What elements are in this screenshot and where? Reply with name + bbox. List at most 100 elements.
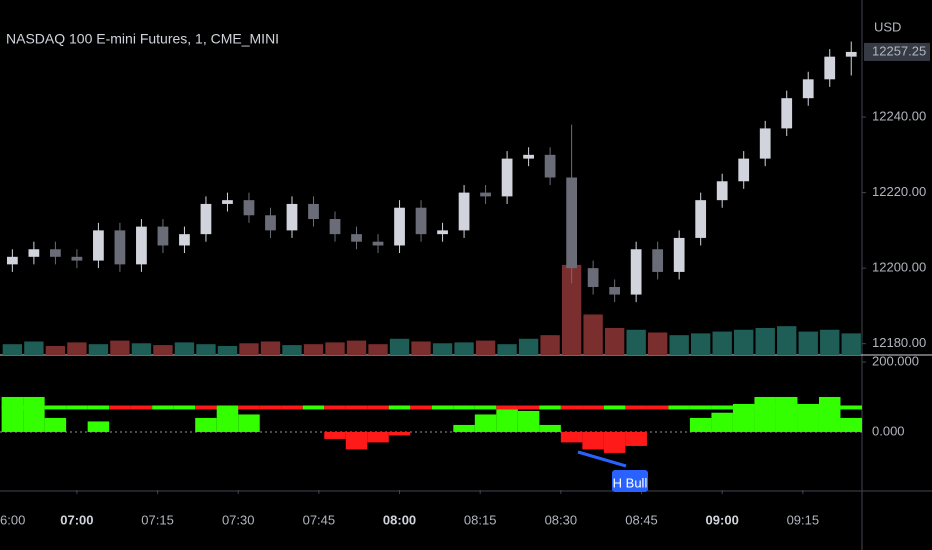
volume-bar xyxy=(690,333,711,355)
volume-bar xyxy=(454,342,474,355)
x-tick-label: 08:00 xyxy=(383,512,416,527)
volume-bar xyxy=(432,343,453,355)
candle-body xyxy=(222,200,233,204)
candle-body xyxy=(28,249,40,257)
osc-bar xyxy=(603,431,626,453)
candle-body xyxy=(50,249,61,257)
x-tick-label: 07:30 xyxy=(222,512,255,527)
candle-body xyxy=(179,234,190,246)
volume-bar xyxy=(712,331,732,355)
y-tick-label: 12200.00 xyxy=(872,260,926,275)
candle-body xyxy=(523,154,534,159)
chart-title: NASDAQ 100 E-mini Futures, 1, CME_MINI xyxy=(6,31,279,47)
osc-bar xyxy=(818,396,841,432)
volume-bar xyxy=(88,344,109,355)
y-tick-label: 12180.00 xyxy=(872,335,926,350)
osc-bar xyxy=(754,396,776,432)
osc-tick-label: 200.000 xyxy=(872,353,919,368)
osc-bar xyxy=(517,410,540,432)
osc-bar xyxy=(582,431,604,450)
volume-bar xyxy=(346,340,367,355)
osc-bar xyxy=(474,414,497,432)
osc-bar xyxy=(625,431,647,446)
candle-body xyxy=(501,158,513,197)
divergence-line xyxy=(577,450,627,468)
annotation-box xyxy=(612,470,648,492)
candle-body xyxy=(93,230,104,261)
volume-bar xyxy=(282,345,302,355)
candle-body xyxy=(136,226,147,265)
volume-bar xyxy=(239,343,259,355)
candle-body xyxy=(587,268,599,288)
x-tick-label: 08:15 xyxy=(464,512,497,527)
candle-body xyxy=(673,237,685,272)
x-tick-label: 07:15 xyxy=(141,512,174,527)
candle-body xyxy=(415,207,427,235)
candle-body xyxy=(824,56,836,80)
marks: 12180.00 12200.00 12220.00 12240.00 200.000 0… xyxy=(0,41,930,527)
volume-bar xyxy=(841,333,861,355)
volume-bar xyxy=(174,342,195,355)
currency: USD xyxy=(874,19,901,34)
osc-bar xyxy=(560,431,583,443)
osc-bar xyxy=(324,431,346,439)
volume-bar xyxy=(604,327,625,355)
osc-bar xyxy=(367,431,389,443)
candle-body xyxy=(157,226,169,246)
volume-bar xyxy=(647,332,668,355)
volume-bar xyxy=(389,338,410,355)
volume-bar xyxy=(798,331,818,355)
candle-body xyxy=(544,154,556,178)
volume-bar xyxy=(45,345,66,355)
volume-bar xyxy=(24,341,44,355)
candle-body xyxy=(695,200,707,238)
candle-body xyxy=(437,230,448,235)
candle-body xyxy=(458,192,470,231)
osc-bar xyxy=(44,417,67,432)
volume-bar xyxy=(475,340,496,355)
osc-bar xyxy=(238,414,260,432)
candle-body xyxy=(566,177,577,269)
osc-bar xyxy=(216,407,239,432)
candle-body xyxy=(480,192,491,197)
volume-bar xyxy=(583,314,603,355)
osc-bar xyxy=(453,424,475,432)
candle-body xyxy=(802,79,814,99)
candle-body xyxy=(329,219,341,235)
osc-bar xyxy=(496,407,518,432)
candle-body xyxy=(265,215,276,231)
x-tick-label: 09:15 xyxy=(787,512,820,527)
candle-body xyxy=(609,287,621,295)
annotation-label: H Bull xyxy=(613,475,648,490)
x-tick-label: 6:00 xyxy=(0,512,25,527)
volume-bar xyxy=(368,344,388,355)
candle-body xyxy=(781,98,793,129)
last-price-label: 12257.25 xyxy=(872,43,926,58)
volume-bar xyxy=(67,342,87,355)
volume-bar xyxy=(777,326,797,355)
osc-bar xyxy=(345,431,368,450)
candle-body xyxy=(716,181,728,201)
osc-bar xyxy=(23,396,45,432)
volume-bar xyxy=(518,338,539,355)
volume-bar xyxy=(303,344,324,355)
last-price-box xyxy=(864,42,930,61)
volume-bar xyxy=(755,327,775,355)
osc-bar xyxy=(195,417,217,432)
volume-bar xyxy=(626,329,646,355)
candle-body xyxy=(652,249,664,272)
volume-bar xyxy=(325,342,345,355)
candle-body xyxy=(372,241,384,246)
candle-body xyxy=(308,203,319,220)
candle-body xyxy=(630,249,642,295)
osc-bar xyxy=(87,421,110,432)
volume-bar xyxy=(110,340,130,355)
candle-body xyxy=(243,200,255,216)
candle-body xyxy=(845,51,857,57)
candle-body xyxy=(200,203,212,235)
osc-bar xyxy=(732,403,755,432)
volume-bar xyxy=(2,344,23,355)
osc-bar xyxy=(1,396,24,432)
